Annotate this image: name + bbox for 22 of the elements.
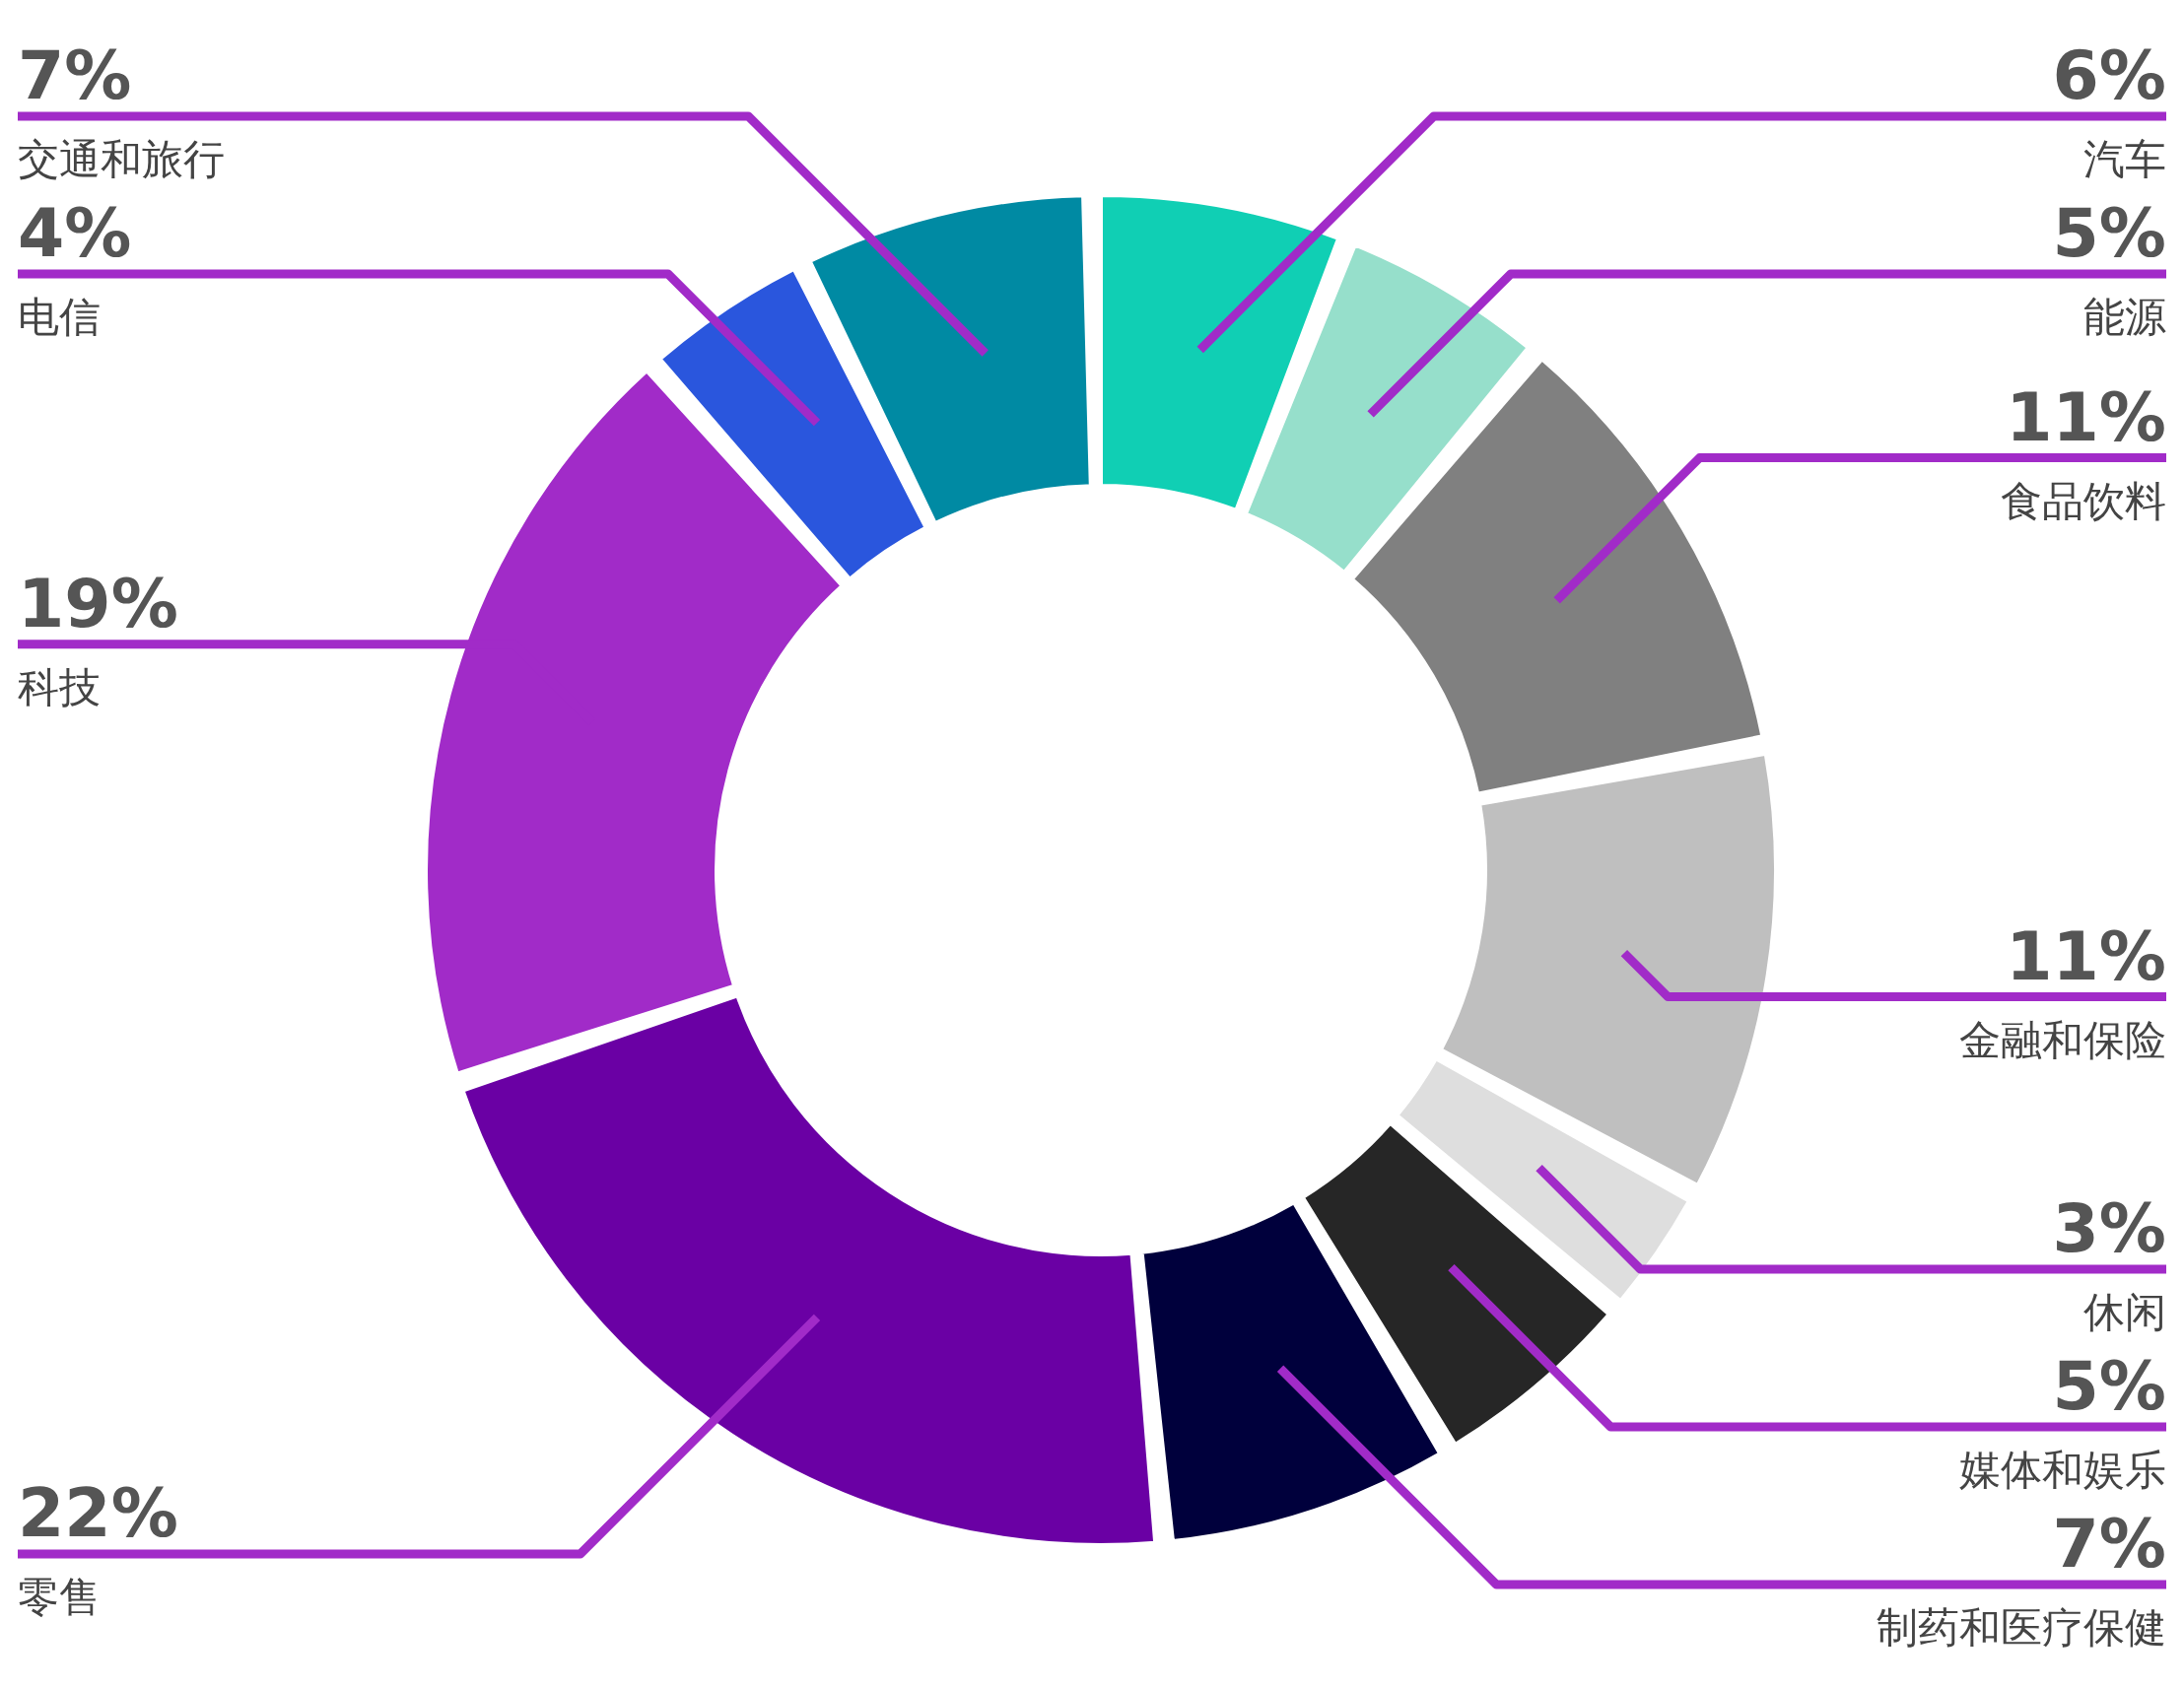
- slice-label: 金融和保险: [1959, 1015, 2166, 1064]
- data-label: 11%: [2006, 916, 2166, 995]
- data-label: 19%: [18, 564, 178, 642]
- slice-label: 汽车: [2083, 135, 2166, 183]
- data-label: 4%: [18, 194, 132, 272]
- slice-label: 媒体和娱乐: [1959, 1446, 2166, 1494]
- data-label: 5%: [2052, 1347, 2166, 1425]
- data-label: 6%: [2052, 36, 2166, 114]
- slice-label: 电信: [18, 293, 101, 341]
- slice-label: 交通和旅行: [18, 135, 225, 183]
- slice-label: 能源: [2083, 293, 2166, 341]
- data-label: 7%: [2052, 1505, 2166, 1583]
- slice-label: 休闲: [2083, 1288, 2166, 1336]
- data-label: 5%: [2052, 194, 2166, 272]
- data-label: 11%: [2006, 377, 2166, 456]
- slice-label: 制药和医疗保健: [1877, 1603, 2166, 1652]
- data-label: 7%: [18, 36, 132, 114]
- data-label: 22%: [18, 1474, 178, 1553]
- slice-label: 零售: [18, 1573, 101, 1622]
- slice-label: 食品饮料: [2001, 476, 2166, 525]
- data-label: 3%: [2052, 1189, 2166, 1267]
- slice-label: 科技: [18, 662, 101, 711]
